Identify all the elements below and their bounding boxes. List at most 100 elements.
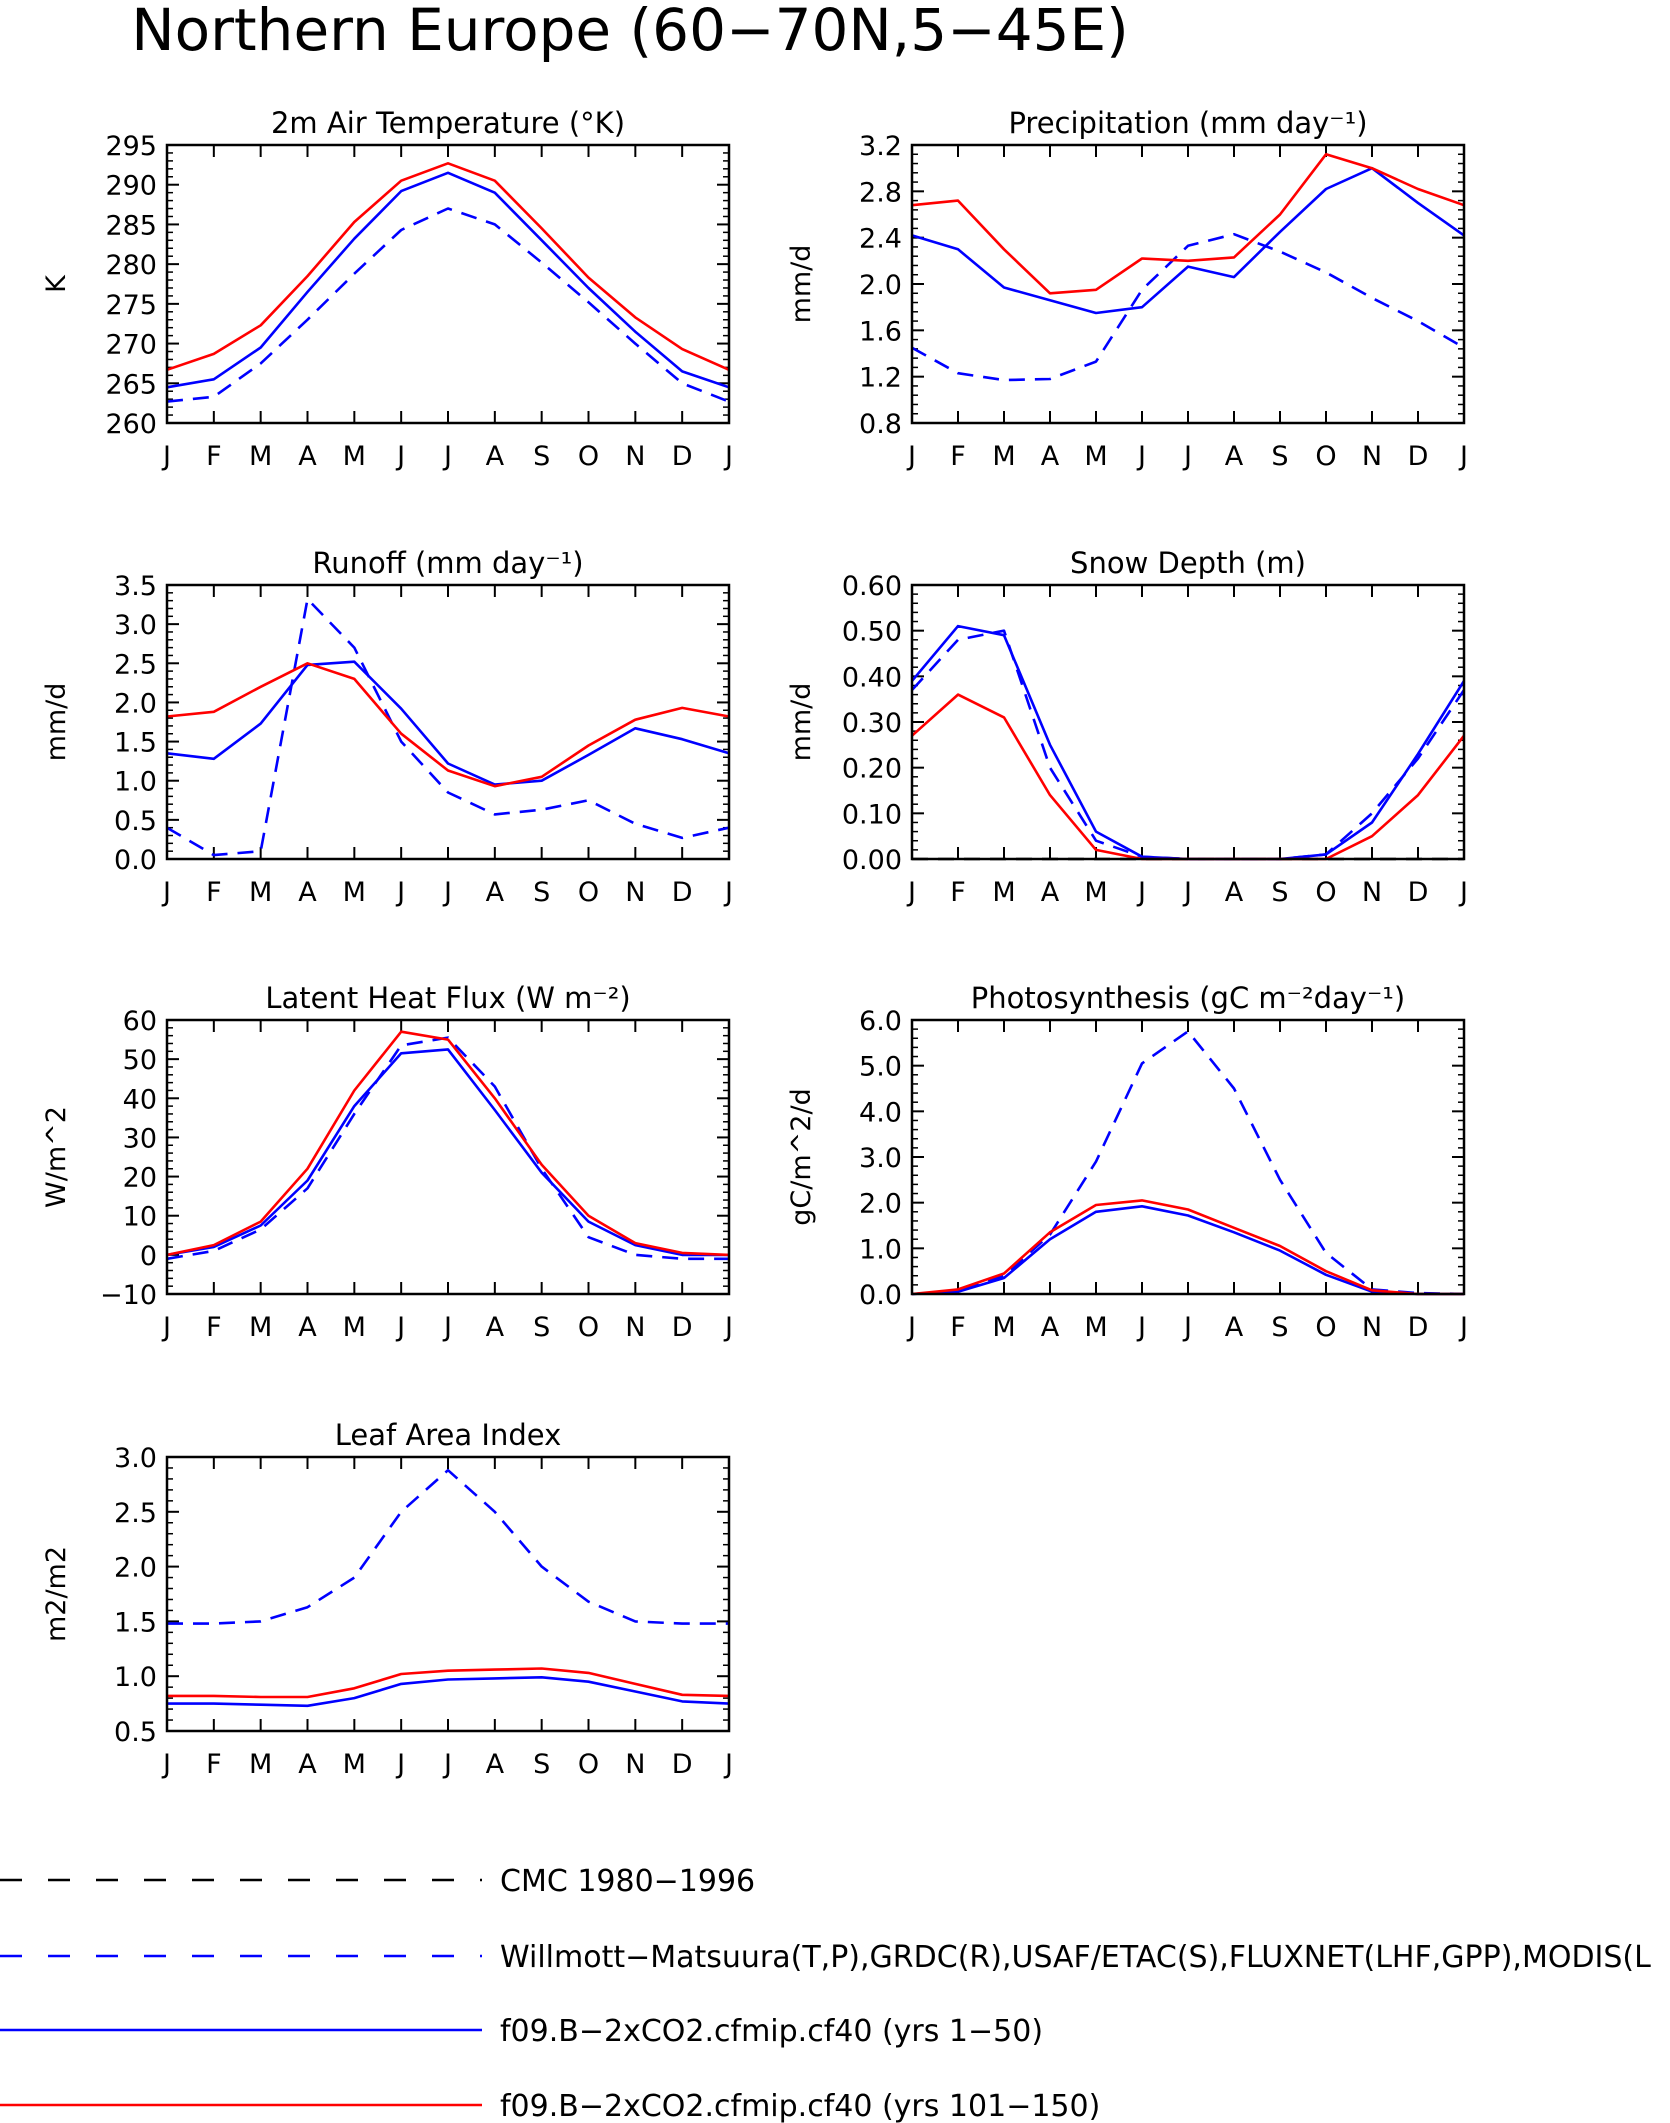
series-line-3 (167, 1667, 730, 1699)
y-tick-label: 4.0 (859, 1097, 902, 1128)
x-tick-label: A (298, 441, 317, 472)
x-tick-label: O (578, 877, 599, 908)
chart-panel-4: Snow Depth (m) mm/d 0.00 0.10 0.20 0.30 0.40 0.… (786, 546, 1468, 908)
series-line-2 (166, 660, 730, 786)
chart-title: 2m Air Temperature (°K) (271, 106, 625, 140)
page-title: Northern Europe (60−70N,5−45E) (131, 0, 1129, 64)
y-tick-label: 265 (105, 369, 157, 400)
chart-panel-6: Photosynthesis (gC m⁻²day⁻¹) gC/m^2/d 0.0 1… (786, 981, 1468, 1343)
y-tick-label: 3.0 (859, 1143, 902, 1174)
x-tick-label: J (1136, 1312, 1146, 1343)
x-tick-label: A (298, 1749, 317, 1780)
panels: 2m Air Temperature (°K) K 260 265 270 275 280 2… (41, 106, 1468, 1780)
x-tick-label: J (161, 877, 171, 908)
x-tick-label: M (1084, 877, 1107, 908)
x-tick-label: M (343, 877, 366, 908)
series-line-3 (166, 661, 730, 788)
plot-frame (910, 143, 1466, 425)
x-tick-label: J (395, 1749, 405, 1780)
x-tick-label: M (249, 1749, 272, 1780)
x-tick-label: N (1362, 877, 1382, 908)
x-tick-label: J (161, 1312, 171, 1343)
x-tick-label: J (1136, 441, 1146, 472)
series-line-3 (166, 162, 730, 372)
x-tick-label: J (723, 1312, 733, 1343)
series-line-2 (167, 1676, 730, 1708)
x-tick-label: A (486, 441, 505, 472)
x-tick-label: N (1362, 1312, 1382, 1343)
y-tick-label: 3.2 (859, 131, 902, 162)
x-tick-label: M (343, 1312, 366, 1343)
y-tick-label: 0.60 (842, 571, 902, 602)
y-tick-label: 1.0 (859, 1234, 902, 1265)
x-tick-label: S (1271, 441, 1288, 472)
x-tick-label: A (1041, 441, 1060, 472)
y-tick-label: 2.0 (114, 1553, 157, 1584)
x-tick-label: F (950, 1312, 966, 1343)
series-line-1 (911, 1030, 1465, 1296)
chart-panel-3: Runoff (mm day⁻¹) mm/d 0.0 0.5 1.0 1.5 2.0 2.5 3… (41, 546, 733, 908)
y-axis-label: mm/d (41, 683, 72, 762)
y-tick-label: 0.30 (842, 708, 902, 739)
y-tick-label: 50 (123, 1045, 157, 1076)
legend-label-3: f09.B−2xCO2.cfmip.cf40 (yrs 1−50) (500, 2014, 1043, 2049)
x-tick-label: F (206, 441, 222, 472)
x-tick-label: O (1315, 441, 1336, 472)
x-tick-label: F (206, 1312, 222, 1343)
x-tick-label: S (1271, 1312, 1288, 1343)
x-tick-label: J (161, 441, 171, 472)
x-tick-label: M (992, 1312, 1015, 1343)
plot-frame (165, 143, 731, 425)
x-tick-label: J (1182, 1312, 1192, 1343)
y-tick-label: 280 (105, 250, 157, 281)
y-tick-label: 10 (123, 1202, 157, 1233)
y-tick-label: 2.0 (114, 688, 157, 719)
y-tick-label: 60 (123, 1006, 157, 1037)
y-tick-label: 2.4 (859, 224, 902, 255)
series-line-2 (166, 171, 730, 389)
y-tick-label: 5.0 (859, 1052, 902, 1083)
series-line-1 (166, 207, 730, 403)
y-tick-label: 3.5 (114, 571, 157, 602)
series-line-2 (911, 629, 1466, 861)
chart-panel-1: 2m Air Temperature (°K) K 260 265 270 275 280 2… (41, 106, 733, 472)
series-line-3 (911, 1199, 1464, 1296)
x-tick-label: M (343, 441, 366, 472)
y-axis-label: K (41, 274, 72, 293)
x-tick-label: J (442, 441, 452, 472)
y-tick-label: 2.5 (114, 1498, 157, 1529)
y-tick-label: 1.0 (114, 767, 157, 798)
chart-title: Photosynthesis (gC m⁻²day⁻¹) (971, 981, 1405, 1015)
x-tick-label: A (1225, 1312, 1244, 1343)
x-tick-label: F (206, 877, 222, 908)
x-tick-label: J (1458, 877, 1468, 908)
y-tick-label: 2.5 (114, 649, 157, 680)
chart-panel-5: Latent Heat Flux (W m⁻²) W/m^2 −10 0 10 20 30 4… (41, 981, 733, 1343)
x-tick-label: D (672, 441, 693, 472)
x-tick-label: S (1271, 877, 1288, 908)
chart-title: Runoff (mm day⁻¹) (312, 546, 583, 580)
x-tick-label: N (625, 877, 645, 908)
series-line-3 (911, 624, 1466, 861)
x-tick-label: A (486, 877, 505, 908)
x-tick-label: A (486, 1749, 505, 1780)
y-tick-label: 290 (105, 171, 157, 202)
x-tick-label: J (723, 441, 733, 472)
y-tick-label: 2.0 (859, 1189, 902, 1220)
x-tick-label: O (578, 1312, 599, 1343)
y-tick-label: 270 (105, 330, 157, 361)
series-line-2 (911, 1205, 1464, 1296)
legend-label-1: CMC 1980−1996 (500, 1864, 755, 1899)
x-tick-label: J (442, 1312, 452, 1343)
x-tick-label: N (625, 1312, 645, 1343)
y-tick-label: 1.5 (114, 728, 157, 759)
x-tick-label: J (442, 1749, 452, 1780)
x-tick-label: A (1225, 877, 1244, 908)
series-line-1 (167, 1468, 729, 1625)
x-tick-label: N (625, 441, 645, 472)
x-tick-label: A (1041, 1312, 1060, 1343)
y-tick-label: 295 (105, 131, 157, 162)
y-tick-label: 3.0 (114, 1443, 157, 1474)
x-tick-label: J (1182, 877, 1192, 908)
x-tick-label: J (906, 1312, 916, 1343)
